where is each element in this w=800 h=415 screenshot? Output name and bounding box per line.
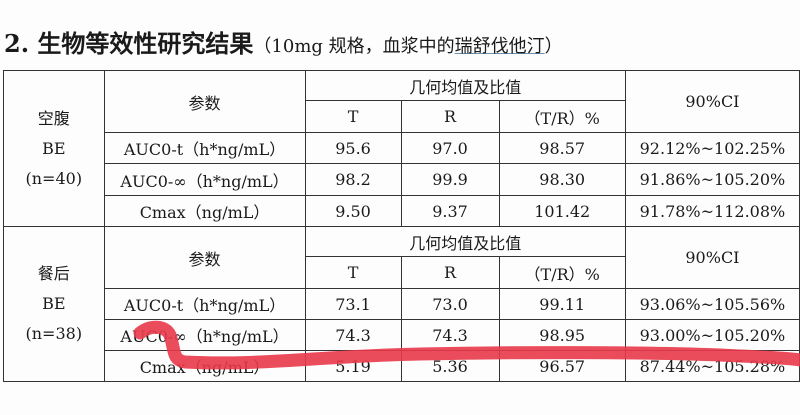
- cell-r: 73.0: [400, 288, 500, 320]
- table-row: Cmax（ng/mL） 9.50 9.37 101.42 91.78%~112.…: [4, 195, 800, 227]
- header-geo-mean: 几何均值及比值: [304, 70, 626, 101]
- cell-param: AUC0-∞（h*ng/mL）: [103, 319, 306, 351]
- cell-t: 98.2: [304, 163, 402, 196]
- cell-ci: 93.00%~105.20%: [624, 319, 800, 351]
- cell-param: Cmax（ng/mL）: [103, 195, 306, 227]
- cell-ratio: 99.11: [498, 288, 626, 320]
- cell-ratio: 98.95: [498, 319, 626, 351]
- header-ratio: （T/R）%: [498, 100, 626, 133]
- section-subtitle: （10mg 规格，血浆中的瑞舒伐他汀）: [253, 36, 562, 57]
- subtitle-prefix: （10mg 规格，血浆中的: [253, 36, 455, 57]
- cell-param: AUC0-t（h*ng/mL）: [103, 132, 306, 164]
- cell-ci: 91.86%~105.20%: [624, 163, 800, 196]
- cell-r: 97.0: [400, 132, 500, 164]
- group-n: (n=40): [25, 168, 83, 188]
- header-param: 参数: [103, 70, 306, 133]
- group-condition: 空腹: [37, 108, 70, 128]
- header-ci: 90%CI: [624, 70, 800, 133]
- table-row: AUC0-∞（h*ng/mL） 98.2 99.9 98.30 91.86%~1…: [4, 163, 800, 196]
- cell-ci: 87.44%~105.28%: [624, 350, 800, 382]
- header-geo-mean: 几何均值及比值: [304, 226, 626, 257]
- group-type: BE: [42, 294, 66, 313]
- group-label: 餐后 BE (n=38): [3, 226, 105, 382]
- cell-param: Cmax（ng/mL）: [103, 350, 306, 382]
- group-condition: 餐后: [37, 264, 70, 283]
- cell-ratio: 98.30: [498, 163, 626, 196]
- cell-ratio: 98.57: [498, 132, 626, 164]
- cell-ratio: 96.57: [498, 350, 626, 382]
- cell-ci: 93.06%~105.56%: [624, 288, 800, 320]
- table-row: AUC0-∞（h*ng/mL） 74.3 74.3 98.95 93.00%~1…: [4, 319, 800, 351]
- group-type: BE: [42, 138, 66, 158]
- cell-t: 95.6: [304, 132, 402, 164]
- table-row: AUC0-t（h*ng/mL） 73.1 73.0 99.11 93.06%~1…: [4, 288, 800, 320]
- section-title: 2. 生物等效性研究结果（10mg 规格，血浆中的瑞舒伐他汀）: [4, 24, 563, 59]
- group-label: 空腹 BE (n=40): [3, 70, 105, 227]
- cell-t: 5.19: [304, 350, 402, 382]
- header-ratio: （T/R）%: [498, 256, 626, 289]
- drug-name: 瑞舒伐他汀: [454, 36, 545, 57]
- cell-param: AUC0-∞（h*ng/mL）: [103, 163, 306, 196]
- group-n: (n=38): [25, 324, 83, 343]
- header-param: 参数: [103, 226, 306, 289]
- cell-t: 74.3: [304, 319, 402, 351]
- header-ci: 90%CI: [624, 226, 800, 289]
- cell-ratio: 101.42: [498, 195, 626, 227]
- header-t: T: [304, 100, 402, 133]
- fasting-be-table: 空腹 BE (n=40) 参数 几何均值及比值 90%CI T R （T/R）%…: [3, 70, 800, 227]
- subtitle-suffix: ）: [544, 36, 563, 57]
- header-r: R: [400, 100, 500, 133]
- section-heading: 生物等效性研究结果: [37, 29, 254, 58]
- cell-t: 9.50: [304, 195, 402, 227]
- cell-param: AUC0-t（h*ng/mL）: [103, 288, 306, 320]
- section-number: 2.: [4, 29, 30, 58]
- cell-r: 99.9: [400, 163, 500, 196]
- table-row: Cmax（ng/mL） 5.19 5.36 96.57 87.44%~105.2…: [4, 350, 800, 382]
- cell-r: 74.3: [400, 319, 500, 351]
- table-row: AUC0-t（h*ng/mL） 95.6 97.0 98.57 92.12%~1…: [4, 132, 800, 164]
- header-t: T: [304, 256, 402, 289]
- header-r: R: [400, 256, 500, 289]
- cell-r: 9.37: [400, 195, 500, 227]
- cell-t: 73.1: [304, 288, 402, 320]
- cell-ci: 91.78%~112.08%: [624, 195, 800, 227]
- cell-r: 5.36: [400, 350, 500, 382]
- fed-be-table: 餐后 BE (n=38) 参数 几何均值及比值 90%CI T R （T/R）%…: [3, 226, 800, 382]
- cell-ci: 92.12%~102.25%: [624, 132, 800, 164]
